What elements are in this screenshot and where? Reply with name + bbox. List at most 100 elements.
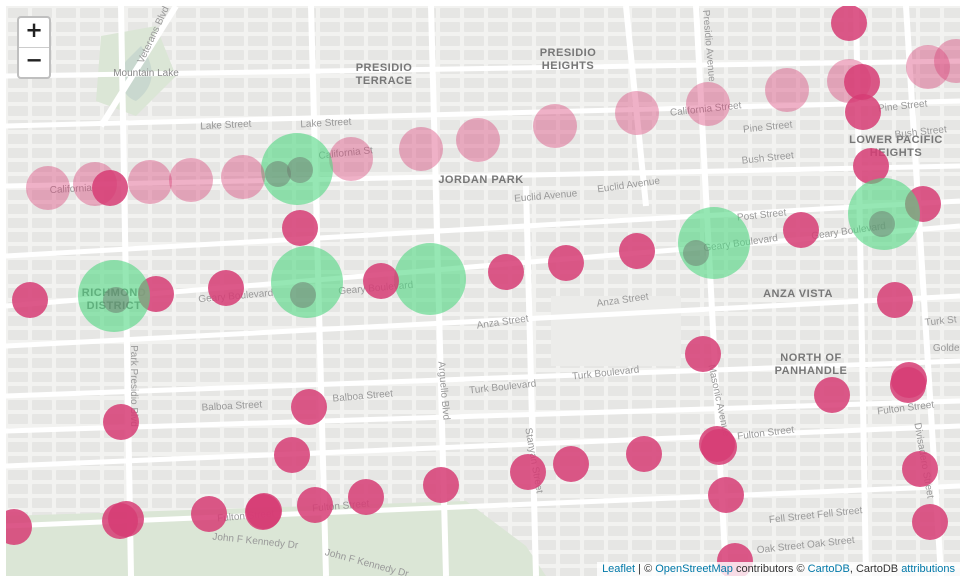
pink-marker[interactable] (26, 166, 70, 210)
block (200, 78, 220, 88)
cartodb-link[interactable]: CartoDB (807, 563, 850, 575)
pink-marker[interactable] (169, 158, 213, 202)
pink-marker[interactable] (399, 127, 443, 171)
pink-marker[interactable] (329, 137, 373, 181)
pink-marker[interactable] (191, 496, 227, 532)
pink-marker[interactable] (548, 245, 584, 281)
pink-marker[interactable] (265, 161, 291, 187)
block (440, 218, 460, 228)
pink-marker[interactable] (615, 91, 659, 135)
block (320, 316, 340, 326)
pink-marker[interactable] (12, 282, 48, 318)
pink-marker[interactable] (708, 477, 744, 513)
pink-marker[interactable] (553, 446, 589, 482)
pink-marker[interactable] (869, 211, 895, 237)
pink-marker[interactable] (845, 94, 881, 130)
pink-marker[interactable] (765, 68, 809, 112)
pink-marker[interactable] (102, 503, 138, 539)
block (488, 92, 508, 102)
pink-marker[interactable] (912, 504, 948, 540)
pink-marker[interactable] (831, 6, 867, 41)
block (680, 50, 700, 60)
block (584, 260, 604, 270)
osm-link[interactable]: OpenStreetMap (655, 563, 733, 575)
block (752, 260, 772, 270)
block (344, 330, 364, 340)
pink-marker[interactable] (853, 148, 889, 184)
pink-marker[interactable] (290, 282, 316, 308)
pink-marker[interactable] (423, 467, 459, 503)
block (800, 64, 820, 74)
pink-marker[interactable] (274, 437, 310, 473)
pink-marker[interactable] (6, 509, 32, 545)
leaflet-link[interactable]: Leaflet (602, 563, 636, 575)
block (80, 358, 100, 368)
pink-marker[interactable] (844, 64, 880, 100)
block (392, 218, 412, 228)
block (56, 498, 76, 508)
map-label: Presidio Avenue (700, 9, 717, 82)
pink-marker[interactable] (902, 451, 938, 487)
pink-marker[interactable] (92, 170, 128, 206)
block (152, 232, 172, 242)
pink-marker[interactable] (814, 377, 850, 413)
pink-marker[interactable] (488, 254, 524, 290)
pink-marker[interactable] (934, 39, 960, 83)
block (584, 400, 604, 410)
block (128, 372, 148, 382)
pink-marker[interactable] (348, 479, 384, 515)
zoom-out-button[interactable]: − (25, 48, 43, 72)
block (200, 442, 220, 452)
pink-marker[interactable] (685, 336, 721, 372)
pink-marker[interactable] (297, 487, 333, 523)
map-label: Bush Street (894, 124, 947, 140)
attr-comma: , CartoDB (849, 563, 902, 575)
block (176, 78, 196, 88)
marker-layer[interactable] (6, 6, 960, 576)
pink-marker[interactable] (291, 389, 327, 425)
zoom-in-button[interactable]: + (19, 18, 49, 48)
block (152, 148, 172, 158)
block (488, 78, 508, 88)
block (704, 22, 724, 32)
block (488, 456, 508, 466)
pink-marker[interactable] (363, 263, 399, 299)
pink-marker[interactable] (103, 287, 129, 313)
block (392, 428, 412, 438)
block (440, 232, 460, 242)
pink-marker[interactable] (282, 210, 318, 246)
pink-marker[interactable] (533, 104, 577, 148)
block (248, 372, 268, 382)
pink-marker[interactable] (906, 45, 950, 89)
map-view[interactable]: PRESIDIO TERRACE PRESIDIO HEIGHTS JORDAN PAR… (6, 6, 960, 576)
pink-marker[interactable] (128, 160, 172, 204)
green-marker[interactable] (271, 246, 343, 318)
attributions-link[interactable]: attributions (901, 563, 955, 575)
pink-marker[interactable] (877, 282, 913, 318)
block (200, 372, 220, 382)
pink-marker[interactable] (287, 157, 313, 183)
block (656, 204, 676, 214)
block (56, 148, 76, 158)
block (584, 232, 604, 242)
block (800, 316, 820, 326)
block (584, 274, 604, 284)
block (248, 8, 268, 18)
green-marker[interactable] (394, 243, 466, 315)
pink-marker[interactable] (891, 362, 927, 398)
pink-marker[interactable] (221, 155, 265, 199)
pink-marker[interactable] (208, 270, 244, 306)
pink-marker[interactable] (510, 454, 546, 490)
pink-marker[interactable] (456, 118, 500, 162)
pink-marker[interactable] (246, 493, 282, 529)
pink-marker[interactable] (686, 82, 730, 126)
block (656, 372, 676, 382)
pink-marker[interactable] (626, 436, 662, 472)
pink-marker[interactable] (103, 404, 139, 440)
pink-marker[interactable] (619, 233, 655, 269)
pink-marker[interactable] (783, 212, 819, 248)
block (656, 540, 676, 550)
pink-marker[interactable] (683, 240, 709, 266)
pink-marker[interactable] (701, 429, 737, 465)
